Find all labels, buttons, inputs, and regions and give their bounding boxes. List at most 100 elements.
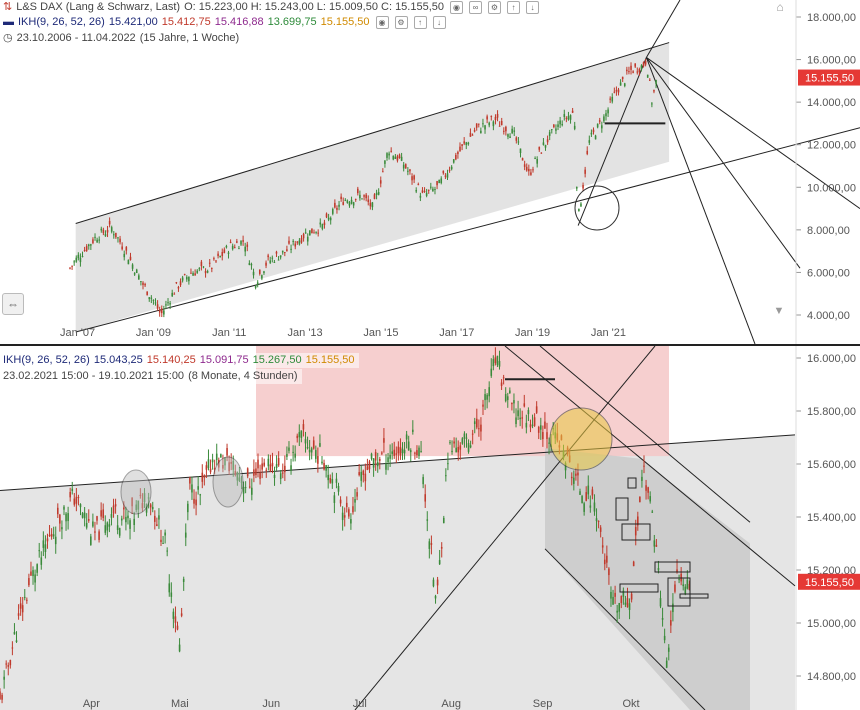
- home-icon[interactable]: ⌂: [776, 0, 784, 14]
- panel-separator[interactable]: [0, 344, 860, 346]
- intraday-candle: [116, 525, 119, 530]
- intraday-candle: [211, 459, 214, 463]
- intraday-candle: [674, 584, 676, 592]
- intraday-candle: [209, 468, 212, 473]
- chart-type-icon[interactable]: ⇅: [3, 1, 13, 13]
- fan-line-1: [646, 57, 860, 209]
- intraday-candle: [482, 404, 484, 407]
- intraday-candle: [304, 439, 307, 444]
- weekly-candle: [288, 240, 290, 244]
- intraday-candle: [589, 505, 592, 508]
- ikh-settings-icon[interactable]: ⚙: [394, 15, 408, 29]
- weekly-candle: [628, 71, 630, 73]
- weekly-candle: [188, 276, 190, 282]
- ikh-down-icon[interactable]: ↓: [432, 15, 446, 29]
- intraday-x-tick: Okt: [622, 698, 639, 710]
- weekly-candle: [404, 164, 407, 169]
- link-icon[interactable]: ∞: [469, 0, 483, 14]
- weekly-candle: [336, 207, 338, 210]
- intraday-candle: [393, 449, 396, 456]
- weekly-candle: [563, 114, 566, 117]
- weekly-ikh-legend: ▬ IKH(9, 26, 52, 26) 15.421,00 15.412,75 15.…: [3, 15, 450, 30]
- weekly-candle: [457, 151, 459, 155]
- intraday-candle: [624, 602, 627, 605]
- intraday-candle: [517, 410, 519, 417]
- intraday-candle: [81, 513, 84, 518]
- intraday-candle: [319, 443, 321, 447]
- scroll-down-icon[interactable]: ▼: [773, 305, 785, 317]
- expand-panels-button[interactable]: ⇔: [2, 293, 24, 315]
- weekly-candle: [500, 121, 503, 126]
- weekly-candle: [146, 291, 148, 296]
- intraday-candle: [657, 567, 660, 571]
- weekly-candle: [311, 228, 313, 234]
- weekly-candle: [219, 255, 221, 258]
- ikh-visibility-icon[interactable]: ◉: [375, 15, 389, 29]
- weekly-candle: [106, 229, 109, 233]
- intraday-candle: [100, 510, 102, 517]
- ikh-up-icon[interactable]: ↑: [413, 15, 427, 29]
- intraday-candle: [368, 461, 371, 470]
- intraday-candle: [484, 394, 486, 401]
- intraday-candle: [112, 505, 115, 514]
- move-up-icon[interactable]: ↑: [507, 0, 521, 14]
- weekly-candle: [390, 150, 392, 152]
- intraday-candle: [459, 445, 462, 450]
- pattern-circle-1: [120, 469, 152, 515]
- intraday-candle: [333, 495, 336, 503]
- weekly-candle: [240, 240, 242, 245]
- intraday-candle: [42, 540, 45, 548]
- weekly-candle: [135, 269, 138, 274]
- weekly-candle: [342, 202, 345, 205]
- visibility-icon[interactable]: ◉: [450, 0, 464, 14]
- intraday-candle: [655, 544, 658, 547]
- intraday-candle: [164, 532, 166, 536]
- settings-icon[interactable]: ⚙: [488, 0, 502, 14]
- weekly-candle: [475, 123, 478, 128]
- intraday-y-tick: 15.600,00: [807, 459, 856, 471]
- intraday-candle: [354, 499, 356, 503]
- intraday-candle: [688, 583, 691, 590]
- weekly-candle: [455, 154, 457, 160]
- intraday-candle: [453, 441, 455, 444]
- weekly-candle: [423, 190, 426, 192]
- weekly-candle: [85, 246, 88, 251]
- intraday-candle: [348, 509, 350, 517]
- intraday-candle: [300, 430, 303, 438]
- intraday-candle: [601, 545, 604, 548]
- move-down-icon[interactable]: ↓: [526, 0, 540, 14]
- weekly-candle: [557, 124, 559, 127]
- weekly-candle: [183, 274, 186, 276]
- weekly-candle: [550, 129, 553, 131]
- intraday-candle: [426, 519, 429, 521]
- weekly-candle: [277, 259, 280, 261]
- intraday-candle: [9, 660, 12, 666]
- weekly-candle: [110, 227, 113, 232]
- weekly-candle: [321, 224, 324, 229]
- intraday-candle: [17, 613, 20, 616]
- intraday-candle: [579, 491, 581, 495]
- intraday-candle: [585, 492, 588, 501]
- weekly-candle: [575, 187, 578, 189]
- weekly-candle: [171, 292, 173, 297]
- intraday-candle: [294, 453, 296, 458]
- weekly-candle: [250, 264, 253, 266]
- intraday-candle: [661, 617, 664, 620]
- weekly-ikh-v2: 15.416,88: [214, 16, 264, 28]
- weekly-candle: [92, 239, 94, 244]
- bottom-down-line-1: [504, 346, 796, 587]
- intraday-candle: [0, 691, 1, 699]
- weekly-candle: [271, 257, 274, 259]
- intraday-candle: [610, 591, 612, 599]
- intraday-candle: [203, 475, 206, 478]
- intraday-candle: [634, 527, 637, 536]
- intraday-candle: [187, 503, 189, 513]
- weekly-candle: [440, 178, 443, 183]
- weekly-candle: [142, 282, 144, 286]
- weekly-candle: [638, 69, 641, 73]
- intraday-candle: [686, 579, 689, 589]
- weekly-candle: [258, 269, 261, 274]
- weekly-candle: [542, 142, 545, 145]
- intraday-candle: [587, 485, 590, 495]
- intraday-candle: [451, 450, 453, 453]
